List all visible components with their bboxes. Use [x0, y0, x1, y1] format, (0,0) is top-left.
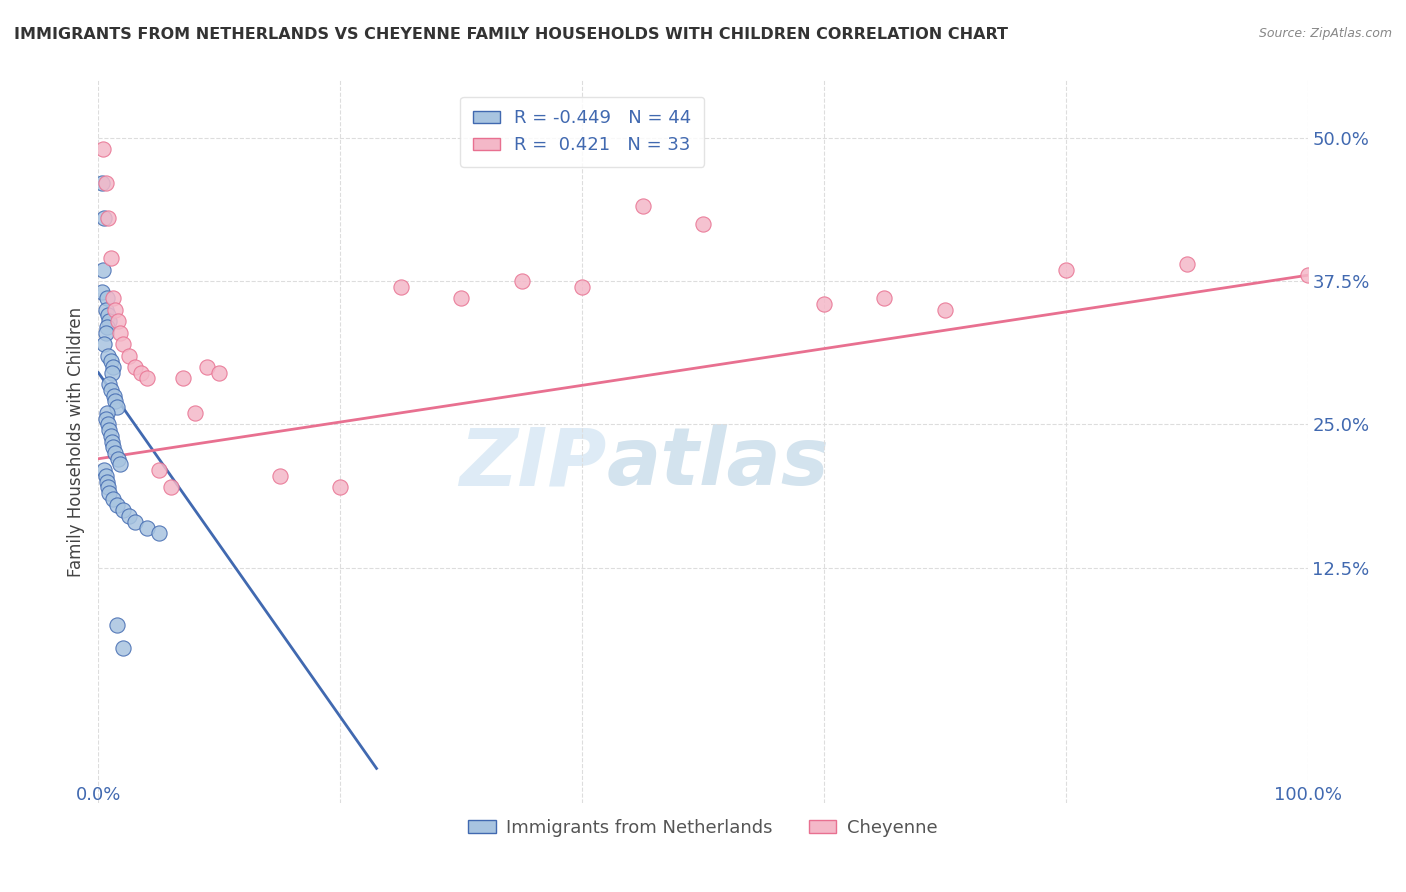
Point: [101, 440, 124, 454]
Point: [97, 309, 120, 323]
Point: [100, 366, 122, 380]
Point: [103, 389, 125, 403]
Point: [104, 446, 127, 460]
Point: [100, 383, 122, 397]
Point: [208, 366, 231, 380]
Point: [510, 274, 533, 288]
Point: [934, 302, 956, 317]
Text: 0.0%: 0.0%: [76, 786, 121, 804]
Point: [108, 458, 131, 472]
Point: [97, 417, 120, 432]
Point: [100, 434, 122, 449]
Point: [100, 251, 122, 265]
Point: [389, 279, 412, 293]
Point: [94, 411, 117, 425]
Point: [184, 406, 207, 420]
Point: [94, 326, 117, 340]
Point: [135, 371, 157, 385]
Legend: Immigrants from Netherlands, Cheyenne: Immigrants from Netherlands, Cheyenne: [461, 812, 945, 845]
Point: [98, 377, 121, 392]
Point: [101, 291, 124, 305]
Text: 100.0%: 100.0%: [1274, 786, 1341, 804]
Point: [104, 394, 127, 409]
Point: [450, 291, 472, 305]
Point: [1054, 262, 1077, 277]
Point: [269, 469, 291, 483]
Point: [1296, 268, 1319, 283]
Point: [91, 285, 114, 300]
Point: [692, 217, 714, 231]
Point: [98, 486, 121, 500]
Point: [100, 354, 122, 368]
Point: [105, 498, 128, 512]
Point: [111, 503, 134, 517]
Point: [107, 451, 129, 466]
Point: [91, 142, 114, 156]
Point: [631, 199, 654, 213]
Point: [97, 211, 120, 225]
Point: [96, 319, 118, 334]
Point: [101, 491, 124, 506]
Point: [93, 211, 115, 225]
Text: IMMIGRANTS FROM NETHERLANDS VS CHEYENNE FAMILY HOUSEHOLDS WITH CHILDREN CORRELAT: IMMIGRANTS FROM NETHERLANDS VS CHEYENNE …: [14, 27, 1008, 42]
Point: [124, 359, 146, 374]
Point: [98, 314, 121, 328]
Text: atlas: atlas: [606, 425, 830, 502]
Point: [148, 463, 170, 477]
Point: [105, 618, 128, 632]
Point: [813, 297, 835, 311]
Point: [148, 526, 170, 541]
Point: [96, 291, 118, 305]
Point: [105, 400, 128, 414]
Point: [93, 337, 115, 351]
Point: [129, 366, 152, 380]
Point: [172, 371, 194, 385]
Point: [118, 349, 141, 363]
Point: [93, 463, 115, 477]
Point: [94, 469, 117, 483]
Point: [111, 640, 134, 655]
Point: [873, 291, 896, 305]
Point: [100, 429, 122, 443]
Point: [91, 262, 114, 277]
Point: [135, 520, 157, 534]
Point: [101, 359, 124, 374]
Point: [118, 509, 141, 524]
Point: [1175, 257, 1198, 271]
Point: [124, 515, 146, 529]
Point: [160, 480, 183, 494]
Point: [195, 359, 218, 374]
Text: ZIP: ZIP: [458, 425, 606, 502]
Point: [571, 279, 593, 293]
Point: [97, 349, 120, 363]
Point: [94, 177, 117, 191]
Point: [108, 326, 131, 340]
Point: [96, 475, 118, 489]
Y-axis label: Family Households with Children: Family Households with Children: [66, 307, 84, 576]
Point: [111, 337, 134, 351]
Point: [107, 314, 129, 328]
Point: [98, 423, 121, 437]
Point: [96, 406, 118, 420]
Point: [329, 480, 352, 494]
Point: [97, 480, 120, 494]
Text: Source: ZipAtlas.com: Source: ZipAtlas.com: [1258, 27, 1392, 40]
Point: [104, 302, 127, 317]
Point: [91, 177, 114, 191]
Point: [94, 302, 117, 317]
